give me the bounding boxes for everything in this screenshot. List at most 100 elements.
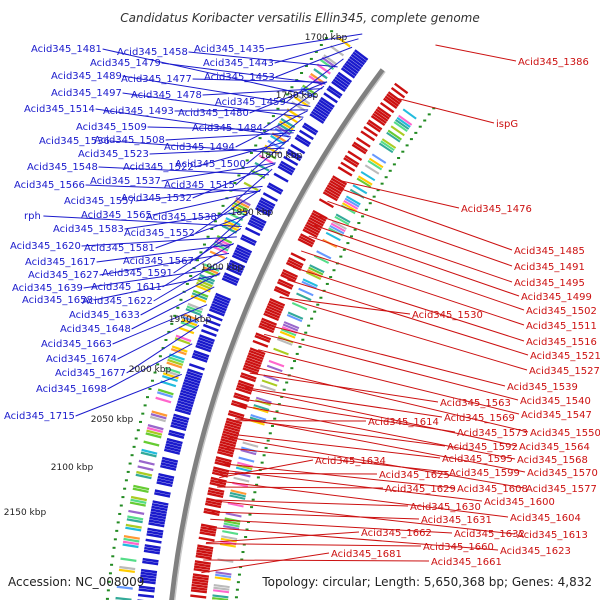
reverse-cds bbox=[267, 302, 284, 312]
leader-line-reverse bbox=[241, 398, 456, 433]
track-dot-outer bbox=[161, 347, 165, 350]
cog-feature-inner bbox=[309, 264, 325, 274]
track-dot-outer bbox=[108, 572, 112, 575]
leader-line-forward bbox=[275, 46, 353, 78]
leader-line-reverse bbox=[205, 543, 422, 547]
leader-line-reverse bbox=[210, 518, 453, 534]
forward-cds bbox=[138, 588, 155, 593]
reverse-cds bbox=[343, 157, 359, 168]
cog-feature-inner bbox=[364, 164, 380, 175]
forward-cds bbox=[188, 363, 205, 371]
track-dot-inner bbox=[241, 551, 245, 554]
track-dot-outer bbox=[267, 122, 271, 125]
track-dot-outer bbox=[126, 470, 130, 473]
forward-cds bbox=[161, 456, 179, 463]
leader-line-reverse bbox=[263, 333, 519, 401]
track-dot-inner bbox=[277, 403, 281, 406]
gene-label-reverse: Acid345_1495 bbox=[514, 278, 585, 289]
forward-cds bbox=[148, 522, 165, 528]
forward-cds bbox=[196, 342, 213, 350]
forward-cds bbox=[171, 421, 188, 429]
forward-cds bbox=[247, 221, 263, 232]
track-dot-outer bbox=[156, 363, 160, 366]
cog-feature-inner bbox=[227, 502, 244, 508]
leader-line-forward bbox=[102, 48, 317, 98]
track-dot-inner bbox=[260, 461, 264, 464]
gene-label-reverse: Acid345_1499 bbox=[521, 292, 592, 303]
track-dot-inner bbox=[325, 282, 329, 285]
kbp-tick-label: 1700 kbp bbox=[305, 33, 348, 43]
gene-label-reverse: Acid345_1485 bbox=[514, 246, 585, 257]
forward-cds bbox=[156, 478, 174, 485]
gene-label-forward: Acid345_1591 bbox=[102, 268, 173, 279]
track-dot-inner bbox=[304, 331, 308, 334]
track-dot-outer bbox=[136, 429, 140, 432]
forward-cds bbox=[164, 445, 181, 453]
reverse-cds bbox=[311, 212, 327, 222]
gene-label-reverse: Acid345_1569 bbox=[444, 413, 515, 424]
leader-line-forward bbox=[165, 132, 294, 141]
reverse-cds bbox=[367, 119, 383, 131]
gene-label-reverse: Acid345_1592 bbox=[447, 442, 518, 453]
reverse-cds bbox=[288, 257, 304, 267]
cog-feature-outer bbox=[151, 410, 168, 417]
cog-feature-outer bbox=[130, 495, 148, 502]
reverse-cds bbox=[199, 528, 217, 534]
reverse-cds bbox=[196, 547, 213, 552]
forward-cds bbox=[214, 295, 230, 304]
forward-cds bbox=[199, 334, 215, 343]
leader-line-forward bbox=[81, 236, 237, 247]
cog-feature-inner bbox=[263, 374, 280, 382]
cog-feature-outer bbox=[191, 292, 208, 301]
leader-line-forward bbox=[112, 304, 208, 345]
reverse-cds bbox=[308, 216, 324, 227]
cog-feature-inner bbox=[342, 202, 357, 212]
forward-cds bbox=[139, 579, 156, 585]
reverse-cds bbox=[248, 349, 265, 358]
cog-feature-outer bbox=[214, 240, 230, 249]
leader-line-forward bbox=[188, 51, 338, 68]
forward-cds bbox=[177, 397, 194, 405]
cog-feature-outer bbox=[171, 345, 188, 353]
cog-feature-outer bbox=[234, 199, 250, 209]
cog-feature-inner bbox=[302, 278, 318, 287]
leader-line-reverse bbox=[222, 463, 456, 489]
forward-cds bbox=[144, 546, 161, 552]
cog-feature-outer bbox=[136, 470, 153, 477]
reverse-cds bbox=[324, 188, 340, 200]
leader-line-forward bbox=[98, 166, 269, 176]
track-dot-inner bbox=[401, 150, 405, 153]
reverse-cds bbox=[304, 223, 321, 234]
gene-label-forward: Acid345_1552 bbox=[124, 228, 195, 239]
track-dot-outer bbox=[170, 322, 174, 325]
gene-label-forward: Acid345_1611 bbox=[91, 282, 162, 293]
forward-cds bbox=[165, 443, 182, 450]
track-dot-inner bbox=[237, 573, 241, 576]
gene-label-reverse: Acid345_1630 bbox=[410, 502, 481, 513]
gene-label-forward: Acid345_1698 bbox=[36, 384, 107, 395]
reverse-cds bbox=[344, 154, 360, 166]
gene-label-forward: Acid345_1489 bbox=[51, 71, 122, 82]
track-dot-inner bbox=[357, 222, 361, 225]
gene-label-forward: Acid345_1658 bbox=[22, 295, 93, 306]
reverse-cds bbox=[386, 93, 401, 105]
track-dot-outer bbox=[107, 580, 111, 583]
gene-label-reverse: Acid345_1491 bbox=[514, 262, 585, 273]
leader-line-forward bbox=[217, 168, 273, 218]
cog-feature-outer bbox=[199, 273, 215, 283]
leader-line-forward bbox=[235, 137, 291, 186]
track-dot-outer bbox=[116, 521, 120, 524]
cog-feature-inner bbox=[329, 224, 345, 235]
cog-feature-outer bbox=[254, 161, 270, 172]
gene-label-reverse: Acid345_1511 bbox=[526, 321, 597, 332]
track-dot-inner bbox=[244, 536, 248, 539]
leader-line-forward bbox=[124, 210, 250, 230]
track-dot-inner bbox=[235, 588, 239, 591]
forward-cds bbox=[326, 87, 342, 99]
forward-cds bbox=[352, 51, 367, 64]
gene-label-forward: Acid345_1509 bbox=[76, 122, 147, 133]
cog-feature-outer bbox=[118, 568, 135, 574]
track-dot-inner bbox=[380, 182, 384, 185]
reverse-cds bbox=[370, 114, 386, 127]
